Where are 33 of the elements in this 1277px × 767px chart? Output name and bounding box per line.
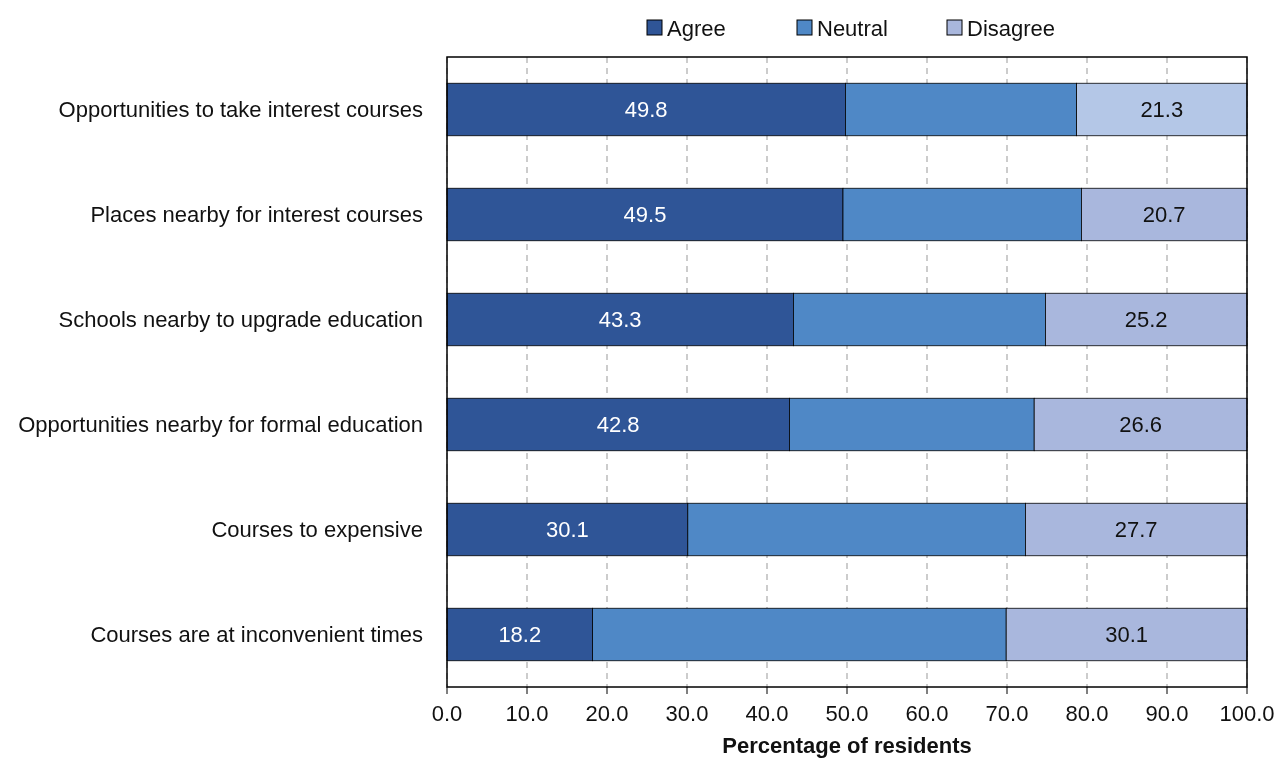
data-label: 18.2	[498, 622, 542, 648]
data-label: 20.7	[1142, 202, 1186, 228]
data-label: 26.6	[1119, 412, 1163, 438]
x-tick-label: 60.0	[905, 701, 949, 726]
x-tick-label: 40.0	[745, 701, 789, 726]
x-tick-label: 20.0	[585, 701, 629, 726]
y-tick-label: Schools nearby to upgrade education	[58, 307, 423, 333]
y-tick-label: Courses are at inconvenient times	[90, 622, 423, 648]
x-tick-label: 70.0	[985, 701, 1029, 726]
y-tick-label: Places nearby for interest courses	[90, 202, 423, 228]
x-tick-label: 80.0	[1065, 701, 1109, 726]
x-tick-label: 30.0	[665, 701, 709, 726]
legend-label: Agree	[667, 15, 726, 41]
x-tick-label: 50.0	[825, 701, 869, 726]
data-label: 27.7	[1114, 517, 1158, 543]
data-label: 49.8	[624, 97, 668, 123]
data-label: 43.3	[598, 307, 642, 333]
data-label: 30.1	[1105, 622, 1149, 648]
data-label: 42.8	[596, 412, 640, 438]
x-axis-title: Percentage of residents	[722, 733, 972, 758]
data-label: 25.2	[1124, 307, 1168, 333]
data-label: 21.3	[1140, 97, 1184, 123]
y-tick-label: Opportunities nearby for formal education	[18, 412, 423, 438]
x-tick-label: 90.0	[1145, 701, 1189, 726]
x-tick-label: 0.0	[431, 701, 463, 726]
legend-label: Disagree	[967, 15, 1056, 41]
x-tick-label: 10.0	[505, 701, 549, 726]
data-label: 30.1	[545, 517, 589, 543]
y-tick-label: Opportunities to take interest courses	[58, 97, 423, 123]
y-tick-label: Courses to expensive	[211, 517, 423, 543]
legend-label: Neutral	[817, 15, 888, 41]
x-tick-label: 100.0	[1219, 701, 1275, 726]
data-label: 49.5	[623, 202, 667, 228]
